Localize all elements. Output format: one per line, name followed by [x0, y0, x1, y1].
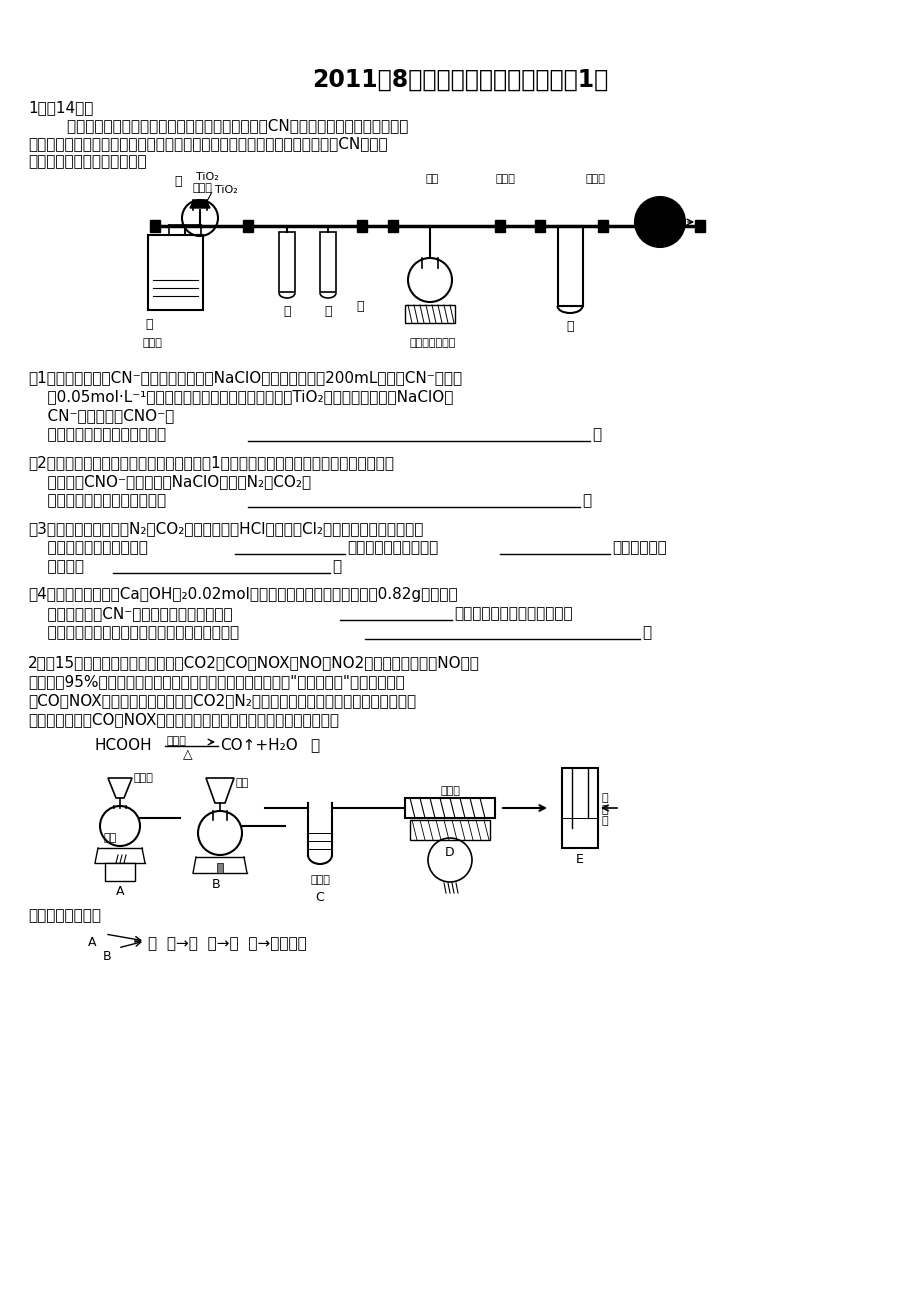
Text: 浓
硫
酸: 浓 硫 酸 — [601, 793, 608, 827]
Text: ，戊在实验中的作用是: ，戊在实验中的作用是 — [346, 540, 437, 555]
Text: 稀硫酸: 稀硫酸 — [142, 339, 163, 348]
Text: 丙: 丙 — [283, 305, 290, 318]
Text: 己: 己 — [565, 320, 573, 333]
Bar — [217, 863, 222, 874]
Bar — [148, 234, 203, 310]
Bar — [404, 798, 494, 818]
Text: 。: 。 — [332, 559, 341, 574]
Text: 浓硫酸: 浓硫酸 — [167, 736, 187, 746]
Text: ，戊中石棉绒: ，戊中石棉绒 — [611, 540, 666, 555]
Text: A: A — [116, 885, 124, 898]
Bar — [562, 768, 597, 848]
Text: 2011年8月理科综合化学实验部分（1）: 2011年8月理科综合化学实验部分（1） — [312, 68, 607, 92]
Text: 石棉绒: 石棉绒 — [494, 174, 515, 184]
Text: HCOOH: HCOOH — [95, 738, 153, 753]
Text: 请写出该过程的离子方程式：: 请写出该过程的离子方程式： — [28, 427, 166, 441]
Bar — [494, 220, 505, 232]
Text: C: C — [315, 891, 324, 904]
Text: 催化剂: 催化剂 — [439, 786, 460, 796]
Text: 是饱和食盐水，其作用是: 是饱和食盐水，其作用是 — [28, 540, 148, 555]
Text: 1．（14分）: 1．（14分） — [28, 100, 93, 115]
Text: 浓硫酸: 浓硫酸 — [134, 773, 153, 783]
Bar — [243, 220, 253, 232]
Bar — [535, 220, 544, 232]
Bar — [404, 305, 455, 323]
Text: 酸性条件CNO⁻继续被足量NaClO氧化成N₂和CO₂：: 酸性条件CNO⁻继续被足量NaClO氧化成N₂和CO₂： — [28, 474, 311, 490]
Text: 乙: 乙 — [145, 318, 153, 331]
Text: （4）己装置中盛有含Ca（OH）₂0.02mol的石灰水，若实验后己中共生成0.82g沉淀，则: （4）己装置中盛有含Ca（OH）₂0.02mol的石灰水，若实验后己中共生成0.… — [28, 587, 457, 602]
Text: TiO₂: TiO₂ — [196, 172, 219, 182]
Text: 。: 。 — [641, 625, 651, 641]
Text: （3）乙中生成的气体除N₂和CO₂外，还有少量HCl及副产物Cl₂等。丙中加入的除杂试剂: （3）乙中生成的气体除N₂和CO₂外，还有少量HCl及副产物Cl₂等。丙中加入的… — [28, 521, 423, 536]
Bar — [597, 220, 607, 232]
Text: 甲: 甲 — [174, 174, 182, 187]
Text: △: △ — [183, 749, 192, 760]
Text: 。该测得值与工业实际处理的: 。该测得值与工业实际处理的 — [453, 605, 572, 621]
Text: 业处理电镀的废水，以证明处理方法的有效性，并通过测量二氧化碳的量确定CN被处理: 业处理电镀的废水，以证明处理方法的有效性，并通过测量二氧化碳的量确定CN被处理 — [28, 135, 387, 151]
Text: E: E — [575, 853, 584, 866]
Text: 玻璃棒: 玻璃棒 — [193, 184, 212, 193]
Text: 电镀厂曾采用有氰电镀工艺，有氰电镀的废水（含CN）要严格处理。实验室模拟工: 电镀厂曾采用有氰电镀工艺，有氰电镀的废水（含CN）要严格处理。实验室模拟工 — [28, 118, 408, 133]
Text: D: D — [445, 846, 454, 859]
Text: 积分数占95%以上）等。治理方法之一是在汽车排气管上加装"催化转换器"，利用催化剂: 积分数占95%以上）等。治理方法之一是在汽车排气管上加装"催化转换器"，利用催化… — [28, 674, 404, 689]
Bar — [558, 227, 583, 306]
Bar — [105, 863, 135, 881]
Text: 的作用是: 的作用是 — [28, 559, 84, 574]
Text: 试回答下列问题：: 试回答下列问题： — [28, 907, 101, 923]
Text: ；: ； — [582, 493, 591, 508]
Bar — [388, 220, 398, 232]
Text: CN⁻离子氧化成CNO⁻：: CN⁻离子氧化成CNO⁻： — [28, 408, 174, 423]
Text: 使CO和NOX发生反应大部分转化为CO2和N₂。某小组在实验室利用下图所示装置模拟: 使CO和NOX发生反应大部分转化为CO2和N₂。某小组在实验室利用下图所示装置模… — [28, 693, 415, 708]
Text: 碱石灰: 碱石灰 — [584, 174, 605, 184]
Text: 汽车尾气处理中CO和NOX的反应并测量反应后混合气体的组成。（已知: 汽车尾气处理中CO和NOX的反应并测量反应后混合气体的组成。（已知 — [28, 712, 338, 727]
Bar — [278, 232, 295, 292]
Polygon shape — [190, 204, 210, 208]
Text: 为0.05mol·L⁻¹）倒入甲中，塞上橡皮塞。在催化剂TiO₂（固体）作用下，NaClO将: 为0.05mol·L⁻¹）倒入甲中，塞上橡皮塞。在催化剂TiO₂（固体）作用下，… — [28, 389, 453, 404]
Text: （2）一段时间后，打开橡皮塞和活塞，使（1）中所得溶液全部放入乙中，关闭活塞，在: （2）一段时间后，打开橡皮塞和活塞，使（1）中所得溶液全部放入乙中，关闭活塞，在 — [28, 454, 393, 470]
Text: （1）将浓缩后的含CN⁻离子的污水与过量NaClO溶液的混合液共200mL（其中CN⁻的浓度: （1）将浓缩后的含CN⁻离子的污水与过量NaClO溶液的混合液共200mL（其中… — [28, 370, 461, 385]
Text: TiO₂: TiO₂ — [215, 185, 237, 195]
Text: 请写出该过程的离子方程式：: 请写出该过程的离子方程式： — [28, 493, 166, 508]
Text: 丁: 丁 — [323, 305, 332, 318]
Text: 硝酸: 硝酸 — [236, 779, 249, 788]
Text: B: B — [103, 950, 111, 963]
Text: 甲酸: 甲酸 — [104, 833, 117, 842]
Text: 戊: 戊 — [356, 299, 363, 312]
Text: 的百分率，装置如下图所示：: 的百分率，装置如下图所示： — [28, 154, 146, 169]
Polygon shape — [192, 201, 208, 204]
Text: CO↑+H₂O: CO↑+H₂O — [220, 738, 298, 753]
Text: 该实验中测得CN⁻离子被处理的百分率等于: 该实验中测得CN⁻离子被处理的百分率等于 — [28, 605, 233, 621]
Text: ；: ； — [591, 427, 600, 441]
Text: 碱石灰: 碱石灰 — [310, 875, 330, 885]
Text: （  ）→（  ）→（  ）→收集气体: （ ）→（ ）→（ ）→收集气体 — [148, 936, 306, 950]
Bar — [654, 220, 664, 232]
Text: 2．（15分）汽车尾气的主要成分为CO2及CO、NOX（NO和NO2）的混合物，其中NO的体: 2．（15分）汽车尾气的主要成分为CO2及CO、NOX（NO和NO2）的混合物，… — [28, 655, 480, 671]
Bar — [150, 220, 160, 232]
Circle shape — [634, 197, 685, 247]
Text: A: A — [87, 936, 96, 949]
Bar — [357, 220, 367, 232]
Bar — [694, 220, 704, 232]
Text: 足量澄清石灰水: 足量澄清石灰水 — [410, 339, 456, 348]
Text: ）: ） — [310, 738, 319, 753]
Text: 百分离相比总是偏低，简要说明两种可能的原因: 百分离相比总是偏低，简要说明两种可能的原因 — [28, 625, 239, 641]
Bar — [320, 232, 335, 292]
Text: B: B — [211, 878, 221, 891]
Bar — [410, 820, 490, 840]
Text: 硬质: 硬质 — [425, 174, 438, 184]
